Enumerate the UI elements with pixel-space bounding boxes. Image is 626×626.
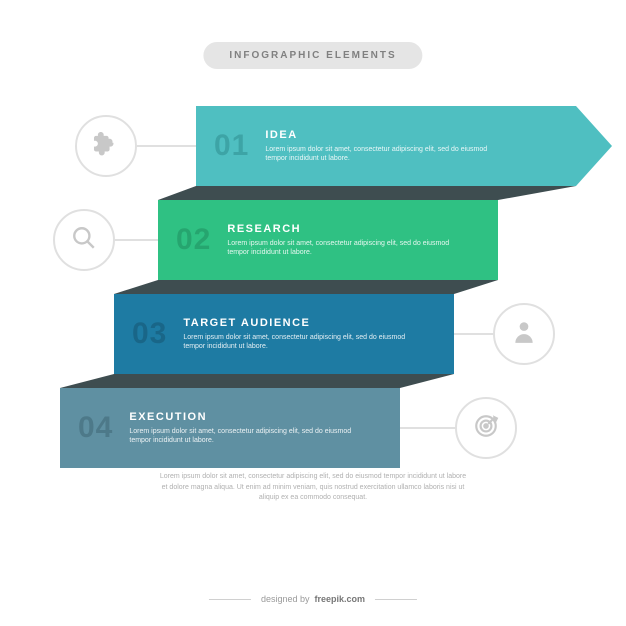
step-bar-03: 03 TARGET AUDIENCE Lorem ipsum dolor sit… (114, 294, 454, 374)
step-bar-02: 02 RESEARCH Lorem ipsum dolor sit amet, … (158, 200, 498, 280)
connector-line (115, 239, 158, 241)
ribbon-fold (114, 280, 498, 294)
magnifier-icon (71, 225, 97, 256)
step-title: IDEA (265, 129, 505, 141)
ribbon-fold (158, 186, 576, 200)
step-number: 02 (176, 223, 211, 257)
infographic-stage: 01 IDEA Lorem ipsum dolor sit amet, cons… (0, 0, 626, 626)
puzzle-icon (93, 131, 119, 162)
footer-text: Lorem ipsum dolor sit amet, consectetur … (157, 472, 470, 504)
person-icon (511, 319, 537, 350)
arrow-head (576, 106, 612, 186)
step-body: Lorem ipsum dolor sit amet, consectetur … (129, 427, 369, 446)
step-title: EXECUTION (129, 411, 369, 423)
step-body: Lorem ipsum dolor sit amet, consectetur … (183, 333, 423, 352)
connector-line (400, 427, 455, 429)
credit-text: designed by freepik.com (261, 594, 365, 604)
step-body: Lorem ipsum dolor sit amet, consectetur … (227, 239, 467, 258)
connector-line (454, 333, 493, 335)
step-number: 01 (214, 129, 249, 163)
step-number: 04 (78, 411, 113, 445)
person-circle (493, 303, 555, 365)
credit-rule-right (375, 599, 417, 600)
step-title: TARGET AUDIENCE (183, 317, 423, 329)
step-body: Lorem ipsum dolor sit amet, consectetur … (265, 145, 505, 164)
target-icon (473, 413, 499, 444)
credit-line: designed by freepik.com (209, 594, 417, 604)
connector-line (137, 145, 196, 147)
ribbon-fold (60, 374, 454, 388)
step-bar-01: 01 IDEA Lorem ipsum dolor sit amet, cons… (196, 106, 576, 186)
step-bar-04: 04 EXECUTION Lorem ipsum dolor sit amet,… (60, 388, 400, 468)
step-title: RESEARCH (227, 223, 467, 235)
credit-rule-left (209, 599, 251, 600)
target-circle (455, 397, 517, 459)
credit-prefix: designed by (261, 594, 310, 604)
step-number: 03 (132, 317, 167, 351)
credit-brand: freepik.com (315, 594, 366, 604)
magnifier-circle (53, 209, 115, 271)
puzzle-circle (75, 115, 137, 177)
